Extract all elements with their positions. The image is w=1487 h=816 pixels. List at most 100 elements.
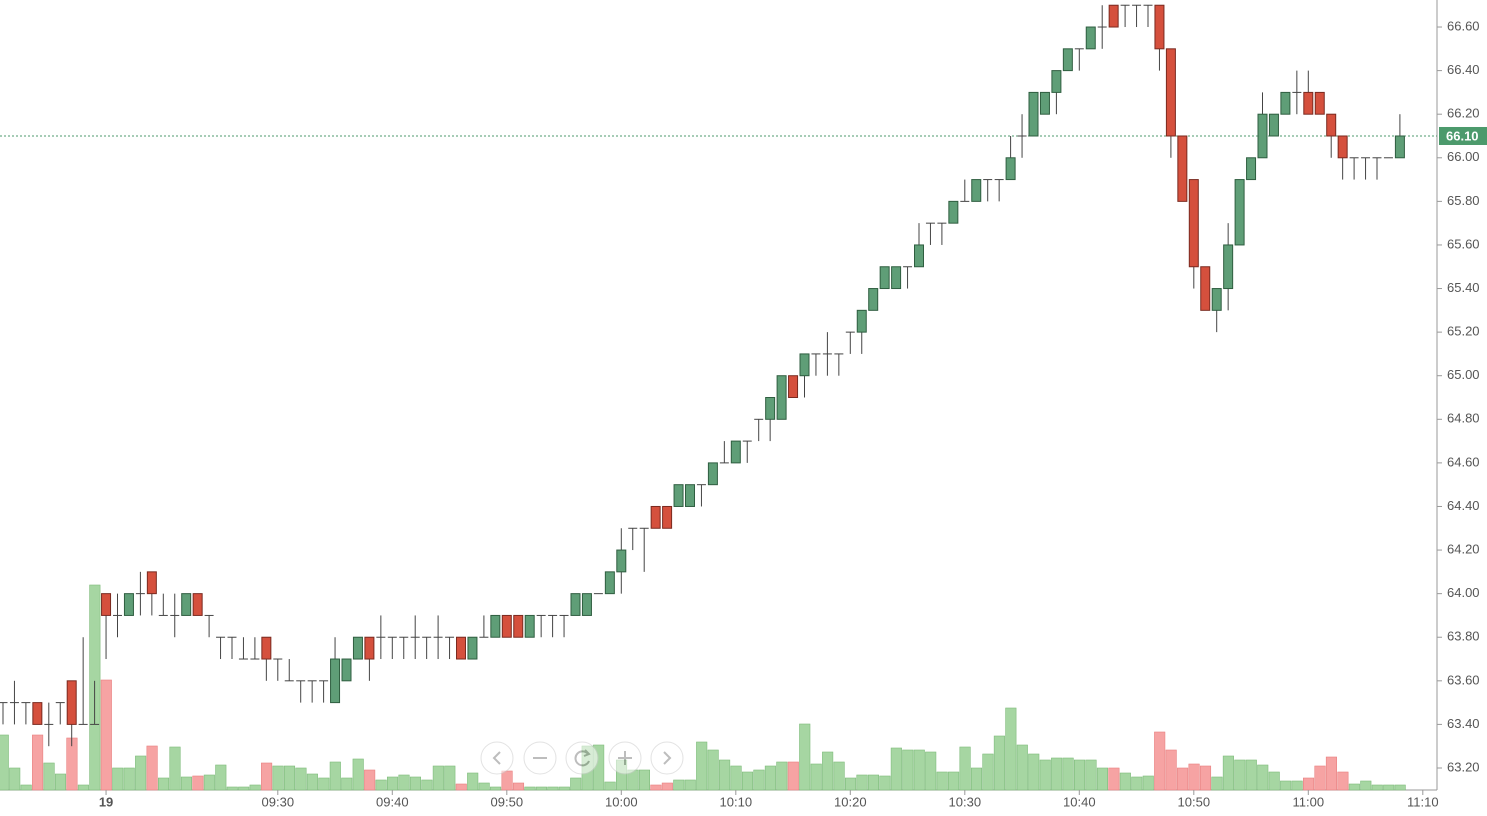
volume-bar xyxy=(1222,755,1234,791)
candle-body xyxy=(1223,244,1234,290)
y-tick-label: 64.60 xyxy=(1447,454,1480,469)
candle-body xyxy=(730,440,741,464)
candle-body xyxy=(971,179,982,202)
scroll-right-button[interactable] xyxy=(650,741,684,775)
candle-body xyxy=(1165,48,1176,137)
candle-body xyxy=(1154,4,1165,50)
volume-bar xyxy=(512,782,525,791)
reset-button[interactable] xyxy=(565,741,599,775)
volume-bar xyxy=(696,741,708,791)
volume-bar xyxy=(856,774,868,791)
candle-body xyxy=(261,636,272,660)
volume-bar xyxy=(1280,780,1292,791)
candle-body xyxy=(914,244,924,268)
candle-body xyxy=(123,593,134,616)
volume-bar xyxy=(799,723,811,791)
volume-bar xyxy=(306,773,318,791)
volume-bar xyxy=(1131,776,1143,791)
x-tick-label: 10:00 xyxy=(605,794,638,809)
candle-body xyxy=(570,593,581,616)
candle-body xyxy=(948,200,959,224)
nav-buttons xyxy=(480,741,684,775)
volume-bar xyxy=(1303,777,1315,791)
volume-bar xyxy=(54,773,67,791)
candle-body xyxy=(673,484,684,507)
zoom-in-button[interactable] xyxy=(608,741,642,775)
x-tick-label: 10:30 xyxy=(949,794,982,809)
volume-bar xyxy=(1108,767,1120,791)
candle-body xyxy=(650,505,661,529)
x-tick-label: 10:50 xyxy=(1178,794,1211,809)
volume-bar xyxy=(1291,780,1303,791)
volume-bar xyxy=(535,786,547,791)
volume-bar xyxy=(1165,749,1177,791)
candle-body xyxy=(1200,266,1211,311)
volume-bar xyxy=(1337,771,1349,791)
candle-body xyxy=(765,397,776,420)
volume-bar xyxy=(1142,775,1154,791)
x-tick-label: 10:40 xyxy=(1063,794,1096,809)
x-tick-label: 10:10 xyxy=(720,794,753,809)
plot: 63.20 63.40 63.60 63.80 64.00 64.20 64.40 64.60… xyxy=(0,4,1487,809)
y-tick-label: 65.80 xyxy=(1447,193,1480,208)
zoom-out-button[interactable] xyxy=(523,741,557,775)
volume-bar xyxy=(1177,767,1189,791)
volume-bar xyxy=(1371,784,1383,791)
candle-body xyxy=(1211,288,1222,311)
volume-bar xyxy=(1039,759,1051,791)
volume-bar xyxy=(295,767,307,791)
candle-body xyxy=(1314,91,1325,115)
y-tick-label: 64.80 xyxy=(1447,411,1480,426)
volume-bar xyxy=(1188,763,1200,791)
candle-body xyxy=(1005,157,1016,181)
candle-body xyxy=(1028,91,1039,137)
volume-bar xyxy=(215,764,227,791)
volume-bar xyxy=(490,786,502,791)
volume-bar xyxy=(238,786,250,791)
volume-bar xyxy=(272,765,284,791)
volume-bar xyxy=(753,769,765,791)
volume-bar xyxy=(261,762,273,791)
volume-bar xyxy=(913,749,925,791)
volume-bar xyxy=(1211,776,1223,791)
y-tick-label: 64.00 xyxy=(1447,585,1480,600)
x-tick-label: 09:50 xyxy=(491,794,524,809)
volume-bar xyxy=(993,735,1005,791)
volume-bar xyxy=(1348,783,1360,791)
volume-bar xyxy=(902,749,914,791)
y-tick-label: 63.20 xyxy=(1447,759,1480,774)
volume-bar xyxy=(1314,765,1326,791)
volume-bar xyxy=(650,784,662,791)
candle-body xyxy=(1108,4,1119,28)
candle-body xyxy=(1280,91,1291,115)
volume-bar xyxy=(604,781,616,791)
candle-body xyxy=(467,636,478,660)
volume-bar xyxy=(329,761,341,791)
volume-bar xyxy=(249,784,261,791)
volume-bar xyxy=(398,774,410,791)
volume-bar xyxy=(364,769,376,791)
volume-bar xyxy=(558,786,570,791)
volume-bar xyxy=(638,769,651,791)
volume-bar xyxy=(925,751,937,791)
candle-body xyxy=(662,505,673,529)
x-tick-label: 19 xyxy=(99,794,113,809)
candle-body xyxy=(101,593,112,616)
volume-bar xyxy=(123,767,135,791)
volume-bar xyxy=(1085,759,1097,791)
volume-bar xyxy=(547,786,559,791)
volume-bar xyxy=(1268,771,1280,791)
volume-bar xyxy=(844,777,857,791)
volume-bar xyxy=(570,777,582,791)
scroll-left-button[interactable] xyxy=(480,741,514,775)
volume-bar xyxy=(936,771,948,791)
volume-bar xyxy=(455,783,467,791)
volume-bar xyxy=(1199,765,1212,791)
volume-bar xyxy=(1119,772,1131,791)
candle-body xyxy=(604,571,615,595)
candle-body xyxy=(490,614,501,638)
volume-bar xyxy=(867,774,880,791)
candle-body xyxy=(341,658,352,682)
volume-bar xyxy=(43,762,55,791)
candle-body xyxy=(146,571,157,595)
